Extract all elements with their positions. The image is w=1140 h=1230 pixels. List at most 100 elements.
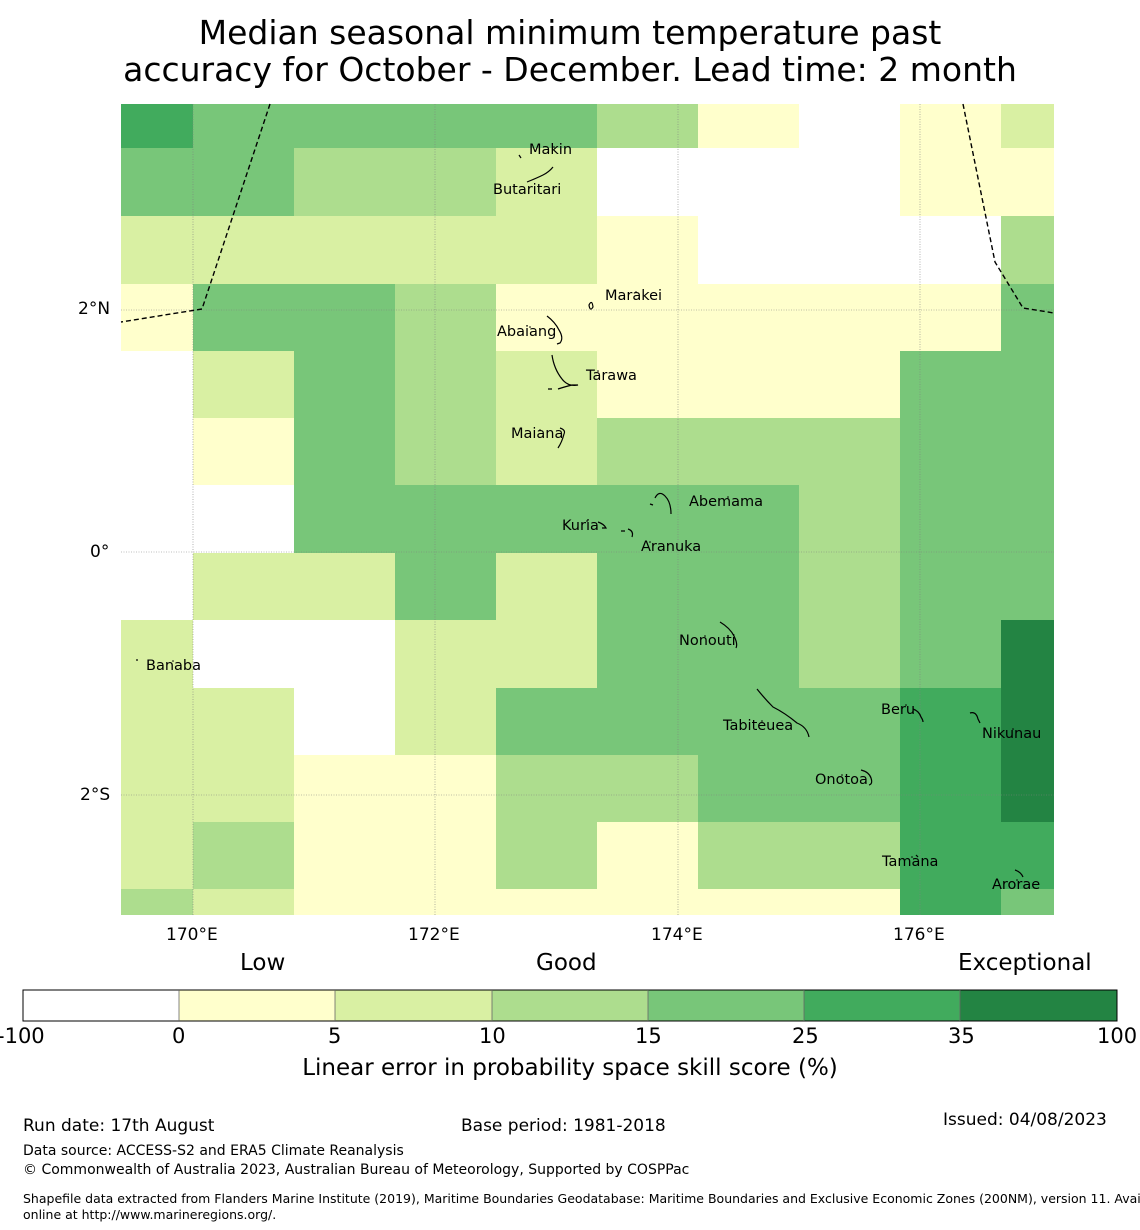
grid-cell [193,822,294,889]
grid-cell [193,418,294,485]
grid-cell [799,822,900,889]
grid-cell [1001,889,1054,915]
grid-cell [496,284,597,351]
grid-cell [395,104,496,148]
place-label-abemama: Abemama [689,494,763,510]
grid-cell [900,418,1001,485]
place-label-butaritari: Butaritari [493,182,561,198]
grid-cell [799,104,900,148]
grid-cell [496,104,597,148]
grid-cell [799,418,900,485]
grid-cell [900,216,1001,284]
grid-cell [294,755,395,822]
colorbar-swatch [804,990,960,1021]
grid-cell [1001,351,1054,418]
grid-cell [193,620,294,688]
x-tick-176e: 176°E [893,925,945,945]
colorbar-category-good: Good [536,950,597,976]
colorbar-bound-15: 15 [635,1024,662,1048]
grid-cell [121,284,193,351]
grid-cell [698,688,799,755]
grid-cell [496,485,597,553]
grid-cell [496,620,597,688]
colorbar-swatch [960,990,1117,1021]
place-label-onotoa: Onotoa [815,772,868,788]
grid-cell [597,216,698,284]
grid-cell [597,688,698,755]
grid-cell [698,148,799,216]
colorbar-category-low: Low [240,950,286,976]
grid-cell [193,755,294,822]
island-outlines [136,154,1024,878]
place-label-makin: Makin [529,142,572,158]
grid-cell [698,755,799,822]
grid-cell [193,284,294,351]
grid-cell [799,688,900,755]
grid-cell [1001,688,1054,755]
x-tick-174e: 174°E [651,925,703,945]
grid-cell [395,688,496,755]
grid-cell [597,553,698,620]
grid-cell [395,822,496,889]
grid-cell [1001,284,1054,351]
grid-cell [294,822,395,889]
colorbar [22,989,1118,1022]
grid-cell [294,148,395,216]
grid-cell [698,553,799,620]
grid-cell [193,351,294,418]
colorbar-swatch [179,990,335,1021]
colorbar-bound-0: 0 [172,1024,186,1048]
grid-cell [294,688,395,755]
shapefile-credit-line2: online at http://www.marineregions.org/. [23,1207,277,1222]
map-title-line1: Median seasonal minimum temperature past [198,13,942,52]
grid-cell [900,620,1001,688]
grid-cell [597,104,698,148]
colorbar-bound-5: 5 [328,1024,342,1048]
place-label-banaba: Banaba [146,658,201,674]
grid-cell [395,553,496,620]
grid-cell [121,485,193,553]
grid-cell [496,216,597,284]
y-tick-2n: 2°N [78,299,111,319]
grid-cell [900,104,1001,148]
grid-cell [799,284,900,351]
grid-cell [799,351,900,418]
place-label-tarawa: Tarawa [585,368,637,384]
base-period: Base period: 1981-2018 [461,1116,666,1136]
colorbar-bound-25: 25 [792,1024,819,1048]
grid-cell [900,284,1001,351]
colorbar-bound-35: 35 [948,1024,975,1048]
place-label-aranuka: Aranuka [641,539,701,555]
grid-cell [294,485,395,553]
place-labels: Makin Butaritari Marakei Abaiang Tarawa Maian… [146,142,1041,893]
place-label-tamana: Tamana [881,854,938,870]
grid-cell [597,148,698,216]
grid-cell [900,553,1001,620]
grid-cell [597,351,698,418]
place-label-marakei: Marakei [605,288,662,304]
grid-cell [698,284,799,351]
colorbar-swatch [335,990,492,1021]
grid-cell [799,755,900,822]
grid-cell [121,104,193,148]
grid-cell [294,620,395,688]
grid-cell [121,351,193,418]
colorbar-swatch [492,990,648,1021]
grid-cell [121,755,193,822]
place-label-nonouti: Nonouti [679,633,736,649]
grid-cell [597,620,698,688]
grid-cell [799,216,900,284]
colorbar-category-exceptional: Exceptional [958,950,1092,976]
grid-cell [698,216,799,284]
grid-cell [698,822,799,889]
grid-cell [698,889,799,915]
grid-cell [900,889,1001,915]
skill-grid [121,104,1054,915]
grid-cell [193,485,294,553]
grid-cell [496,889,597,915]
x-tick-170e: 170°E [166,925,218,945]
grid-cell [395,351,496,418]
colorbar-swatch [23,990,179,1021]
grid-cell [395,284,496,351]
